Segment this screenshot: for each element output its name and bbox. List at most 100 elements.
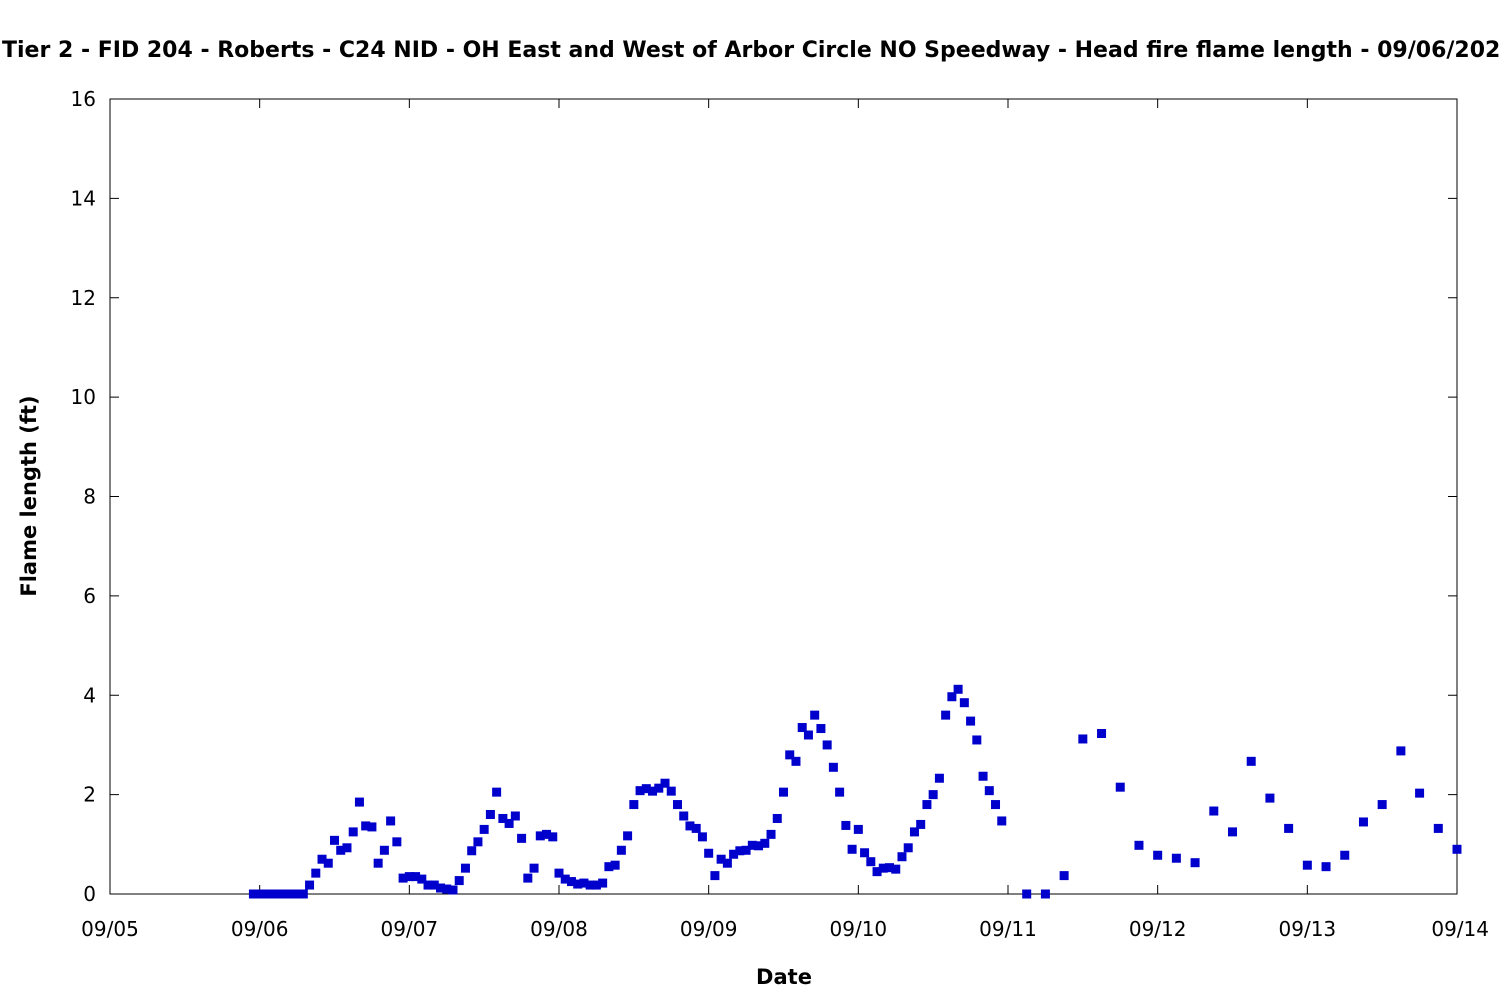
data-point: [872, 867, 882, 877]
data-point: [941, 710, 951, 720]
data-point: [1321, 862, 1331, 872]
data-point: [323, 858, 333, 868]
data-point: [498, 813, 508, 823]
data-point: [635, 786, 645, 796]
data-point: [517, 833, 527, 843]
data-point: [947, 692, 957, 702]
data-point: [641, 784, 651, 794]
data-point: [984, 786, 994, 796]
data-point: [342, 843, 352, 853]
data-point: [959, 698, 969, 708]
data-point: [997, 816, 1007, 826]
x-tick-label: 09/11: [979, 917, 1037, 941]
data-point: [903, 843, 913, 853]
data-point: [953, 684, 963, 694]
data-point: [286, 889, 296, 899]
data-point: [386, 816, 396, 826]
data-point: [853, 824, 863, 834]
data-point: [972, 735, 982, 745]
x-axis: 09/05 09/06 09/07 09/08 09/09 09/10 09/11 09/12…: [81, 99, 1489, 941]
data-point: [860, 848, 870, 858]
data-point: [292, 889, 302, 899]
data-point: [1115, 782, 1125, 792]
data-point: [467, 846, 477, 856]
x-tick-label: 09/09: [680, 917, 738, 941]
data-point: [772, 813, 782, 823]
data-point: [1040, 889, 1050, 899]
data-point: [442, 884, 452, 894]
data-point: [716, 854, 726, 864]
data-point: [1396, 746, 1406, 756]
data-point: [866, 857, 876, 867]
data-point: [604, 862, 614, 872]
data-point: [891, 864, 901, 874]
data-point: [741, 845, 751, 855]
data-point: [566, 877, 576, 887]
data-point: [710, 871, 720, 881]
data-point: [1302, 860, 1312, 870]
data-point: [697, 832, 707, 842]
y-tick-label: 4: [83, 683, 96, 707]
data-point: [454, 876, 464, 886]
data-point: [1190, 858, 1200, 868]
data-point: [897, 852, 907, 862]
data-point: [411, 872, 421, 882]
data-point: [255, 889, 265, 899]
data-point: [398, 873, 408, 883]
data-point: [504, 818, 514, 828]
data-point: [928, 790, 938, 800]
data-point: [648, 786, 658, 796]
data-point: [448, 885, 458, 895]
data-point: [548, 832, 558, 842]
data-point: [535, 831, 545, 841]
x-tick-label: 09/05: [81, 917, 139, 941]
data-point: [560, 874, 570, 884]
data-point: [305, 880, 315, 890]
data-point: [510, 811, 520, 821]
data-point: [248, 889, 258, 899]
x-tick-label: 09/06: [231, 917, 289, 941]
data-point: [392, 837, 402, 847]
data-point: [623, 831, 633, 841]
data-point: [810, 710, 820, 720]
data-point: [1153, 850, 1163, 860]
data-point: [1171, 853, 1181, 863]
data-point: [473, 837, 483, 847]
data-point: [1340, 850, 1350, 860]
data-point: [330, 835, 339, 845]
data-point: [654, 783, 664, 793]
y-tick-label: 14: [71, 186, 96, 210]
data-point: [479, 824, 489, 834]
data-point: [492, 787, 502, 797]
data-point: [429, 880, 439, 890]
data-point: [273, 889, 283, 899]
y-tick-label: 8: [83, 485, 96, 509]
data-point: [754, 841, 764, 851]
data-point: [1228, 827, 1237, 837]
data-point: [1452, 844, 1462, 854]
data-point: [336, 845, 346, 855]
data-point: [616, 845, 626, 855]
data-point: [529, 863, 539, 873]
data-point: [822, 740, 832, 750]
data-point: [878, 863, 888, 873]
data-point: [1078, 734, 1088, 744]
data-point: [629, 800, 639, 810]
data-point: [679, 811, 689, 821]
data-point: [779, 787, 788, 797]
data-point: [598, 878, 608, 888]
data-point: [417, 874, 427, 884]
data-point: [280, 889, 290, 899]
data-point: [722, 858, 732, 868]
data-point: [1209, 806, 1219, 816]
data-point: [1246, 756, 1256, 766]
data-point: [261, 889, 271, 899]
data-point: [729, 849, 739, 859]
x-tick-label: 09/10: [830, 917, 888, 941]
data-point: [591, 880, 601, 890]
x-tick-label: 09/13: [1279, 917, 1337, 941]
data-point: [354, 797, 364, 807]
data-point: [803, 730, 813, 740]
data-point: [816, 724, 826, 734]
